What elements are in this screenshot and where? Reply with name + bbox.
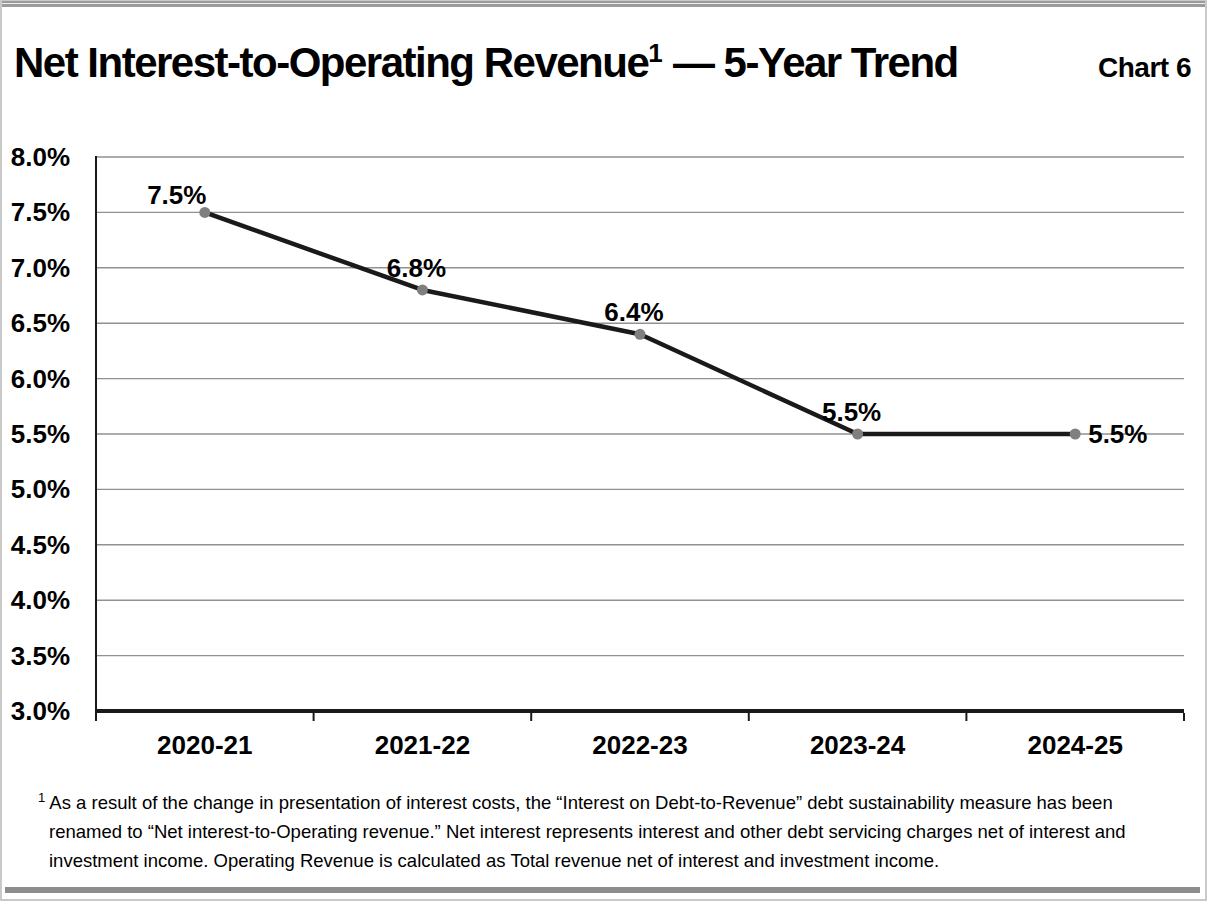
- data-point-marker: [1070, 429, 1081, 440]
- data-point-label: 6.4%: [604, 297, 663, 327]
- x-axis-tick-label: 2020-21: [157, 730, 252, 760]
- y-axis-tick-label: 3.5%: [11, 641, 70, 671]
- footnote: 1 As a result of the change in presentat…: [38, 783, 1157, 875]
- x-axis-tick-label: 2023-24: [810, 730, 906, 760]
- bottom-divider-bar: [5, 887, 1200, 893]
- x-axis-tick-label: 2024-25: [1027, 730, 1122, 760]
- x-axis-tick-label: 2022-23: [592, 730, 687, 760]
- footnote-text: As a result of the change in presentatio…: [49, 792, 1126, 871]
- y-axis-tick-label: 5.5%: [11, 419, 70, 449]
- chart-page: Net Interest-to-Operating Revenue1 — 5-Y…: [0, 0, 1207, 901]
- y-axis-tick-label: 4.0%: [11, 585, 70, 615]
- y-axis-tick-label: 6.0%: [11, 364, 70, 394]
- x-axis-tick-label: 2021-22: [375, 730, 470, 760]
- data-point-marker: [417, 284, 428, 295]
- footnote-marker: 1: [38, 790, 45, 805]
- y-axis-tick-label: 6.5%: [11, 308, 70, 338]
- line-chart: 3.0% 3.5% 4.0% 4.5% 5.0% 5.5% 6.0% 6.5% 7.0% 7.5%…: [0, 0, 1207, 775]
- data-point-marker: [852, 429, 863, 440]
- data-point-marker: [635, 329, 646, 340]
- y-axis-tick-label: 8.0%: [11, 142, 70, 172]
- y-axis-tick-label: 7.0%: [11, 253, 70, 283]
- y-axis-tick-label: 4.5%: [11, 530, 70, 560]
- data-point-label: 6.8%: [387, 253, 446, 283]
- data-point-label: 7.5%: [147, 180, 206, 210]
- data-point-label: 5.5%: [822, 397, 881, 427]
- y-axis-tick-label: 5.0%: [11, 474, 70, 504]
- y-axis-tick-label: 3.0%: [11, 696, 70, 726]
- y-axis-tick-label: 7.5%: [11, 197, 70, 227]
- data-point-label: 5.5%: [1088, 419, 1147, 449]
